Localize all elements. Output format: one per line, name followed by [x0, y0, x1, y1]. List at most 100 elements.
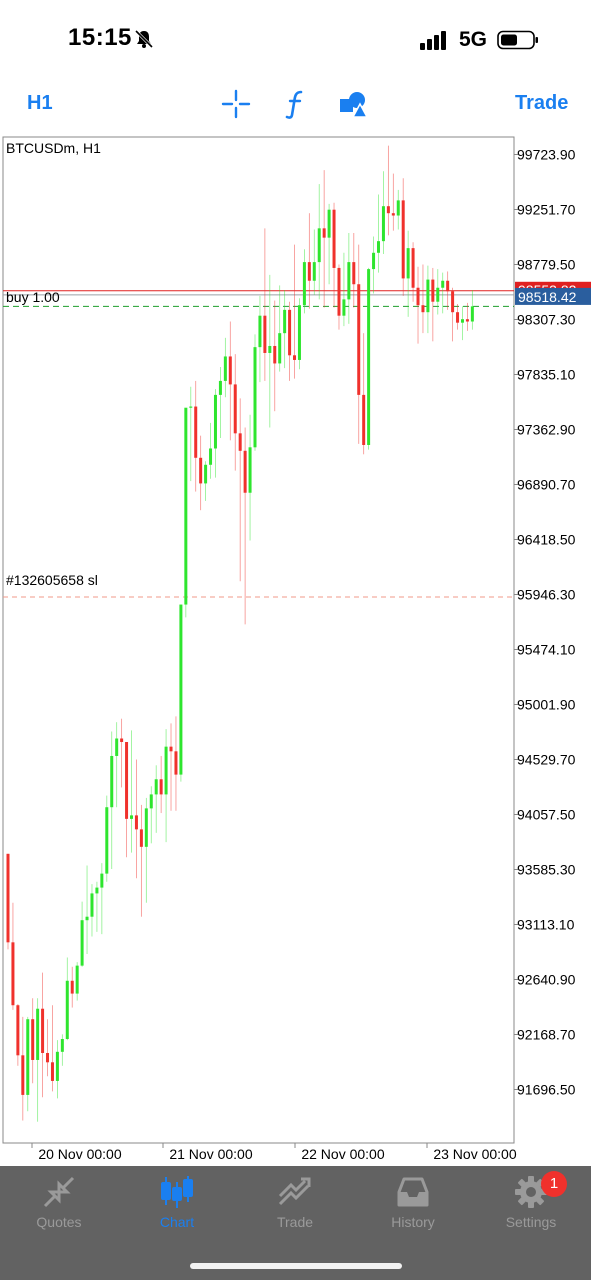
- candle-body: [209, 448, 212, 464]
- candle-body: [214, 395, 217, 449]
- price-tick-label: 97835.10: [517, 367, 576, 383]
- indicator-icon[interactable]: [281, 89, 311, 119]
- tab-quotes[interactable]: Quotes: [0, 1166, 118, 1236]
- candle-body: [234, 384, 237, 433]
- candle-body: [268, 346, 271, 353]
- candle-body: [204, 465, 207, 484]
- candle-body: [36, 1009, 39, 1060]
- candle-body: [244, 451, 247, 493]
- candle-body: [229, 356, 232, 384]
- candle-body: [367, 269, 370, 445]
- candle-body: [56, 1052, 59, 1081]
- candle-body: [278, 333, 281, 363]
- candle-body: [407, 248, 410, 278]
- price-tick-label: 92168.70: [517, 1027, 576, 1043]
- tab-history[interactable]: History: [354, 1166, 472, 1236]
- candle-body: [254, 347, 257, 447]
- candle-body: [382, 206, 385, 241]
- quotes-icon: [41, 1174, 77, 1210]
- candle-body: [293, 355, 296, 360]
- network-type: 5G: [459, 28, 487, 52]
- price-tick-label: 92640.90: [517, 972, 576, 988]
- candle-body: [308, 262, 311, 281]
- candle-body: [130, 815, 133, 818]
- objects-icon[interactable]: [339, 89, 369, 119]
- crosshair-icon[interactable]: [221, 89, 251, 119]
- candle-body: [7, 854, 10, 943]
- candle-body: [288, 310, 291, 355]
- candle-body: [258, 316, 261, 347]
- candle-body: [184, 408, 187, 605]
- candle-body: [239, 433, 242, 450]
- tab-label: History: [354, 1214, 472, 1230]
- candle-body: [461, 319, 464, 322]
- candle-body: [115, 738, 118, 755]
- stop-loss-label[interactable]: #132605658 sl: [6, 572, 98, 588]
- timeframe-button[interactable]: H1: [27, 92, 53, 115]
- candle-body: [194, 407, 197, 458]
- tab-trade[interactable]: Trade: [236, 1166, 354, 1236]
- candle-body: [328, 210, 331, 238]
- tab-label: Settings: [472, 1214, 590, 1230]
- price-tick-label: 91696.50: [517, 1082, 576, 1098]
- candle-body: [426, 280, 429, 313]
- price-tick-label: 95001.90: [517, 697, 576, 713]
- price-tick-label: 94057.50: [517, 807, 576, 823]
- candle-body: [165, 747, 168, 795]
- price-tick-label: 93585.30: [517, 862, 576, 878]
- candle-body: [145, 808, 148, 846]
- candle-body: [135, 815, 138, 829]
- settings-badge: 1: [541, 1171, 567, 1197]
- candle-body: [105, 807, 108, 873]
- candle-body: [46, 1053, 49, 1062]
- tab-chart[interactable]: Chart: [118, 1166, 236, 1236]
- candle-body: [392, 213, 395, 215]
- bid-price-label: 98518.42: [518, 289, 577, 305]
- battery-icon: [497, 30, 539, 50]
- candle-body: [298, 305, 301, 360]
- home-indicator[interactable]: [190, 1263, 402, 1269]
- position-label[interactable]: buy 1.00: [6, 289, 60, 305]
- candle-body: [283, 310, 286, 333]
- candle: [367, 268, 370, 450]
- candle-body: [446, 281, 449, 291]
- candle-body: [95, 888, 98, 894]
- candle-body: [90, 893, 93, 916]
- candle-body: [342, 299, 345, 315]
- candle-body: [249, 447, 252, 492]
- candle-body: [86, 917, 89, 920]
- trade-button[interactable]: Trade: [515, 92, 568, 115]
- candle-body: [313, 262, 316, 281]
- candle-body: [347, 262, 350, 299]
- tab-label: Quotes: [0, 1214, 118, 1230]
- candle: [184, 408, 187, 618]
- candle-body: [16, 1005, 19, 1055]
- symbol-label: BTCUSDm, H1: [6, 140, 101, 156]
- candle-body: [263, 316, 266, 353]
- price-tick-label: 94529.70: [517, 752, 576, 768]
- candle-body: [412, 248, 415, 288]
- candle-body: [402, 200, 405, 278]
- tab-settings[interactable]: Settings: [472, 1166, 590, 1236]
- time-tick-label: 22 Nov 00:00: [301, 1146, 384, 1162]
- signal-icon: [420, 30, 448, 50]
- candle-body: [372, 253, 375, 269]
- candle-body: [21, 1055, 24, 1095]
- candle: [298, 298, 301, 369]
- candle-body: [387, 206, 390, 213]
- candle-body: [352, 262, 355, 284]
- candle-body: [11, 942, 14, 1005]
- price-tick-label: 95474.10: [517, 642, 576, 658]
- candle-body: [31, 1019, 34, 1060]
- candle-body: [76, 966, 79, 994]
- candle-body: [150, 794, 153, 808]
- candle-body: [333, 210, 336, 268]
- price-chart[interactable]: 99723.90 99251.70 98779.50 98307.30 97835.10…: [0, 130, 591, 1166]
- candle-body: [120, 738, 123, 741]
- candle-body: [81, 920, 84, 965]
- candle-body: [219, 381, 222, 395]
- history-icon: [395, 1174, 431, 1210]
- candle-body: [417, 288, 420, 305]
- candle-body: [377, 241, 380, 253]
- tab-label: Trade: [236, 1214, 354, 1230]
